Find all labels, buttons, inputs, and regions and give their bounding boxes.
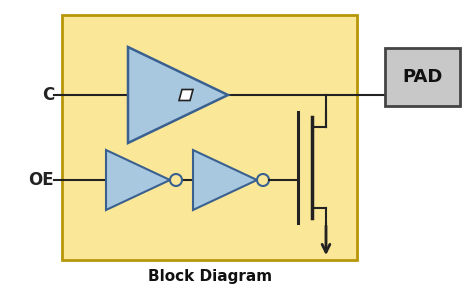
Polygon shape: [179, 90, 193, 100]
Text: PAD: PAD: [402, 68, 443, 86]
Circle shape: [170, 174, 182, 186]
Circle shape: [257, 174, 269, 186]
Polygon shape: [193, 150, 257, 210]
Polygon shape: [106, 150, 170, 210]
Polygon shape: [128, 47, 228, 143]
Bar: [385, 48, 460, 106]
Text: C: C: [42, 86, 54, 104]
Text: Block Diagram: Block Diagram: [148, 269, 272, 283]
Text: OE: OE: [28, 171, 54, 189]
Bar: [62, 15, 357, 260]
